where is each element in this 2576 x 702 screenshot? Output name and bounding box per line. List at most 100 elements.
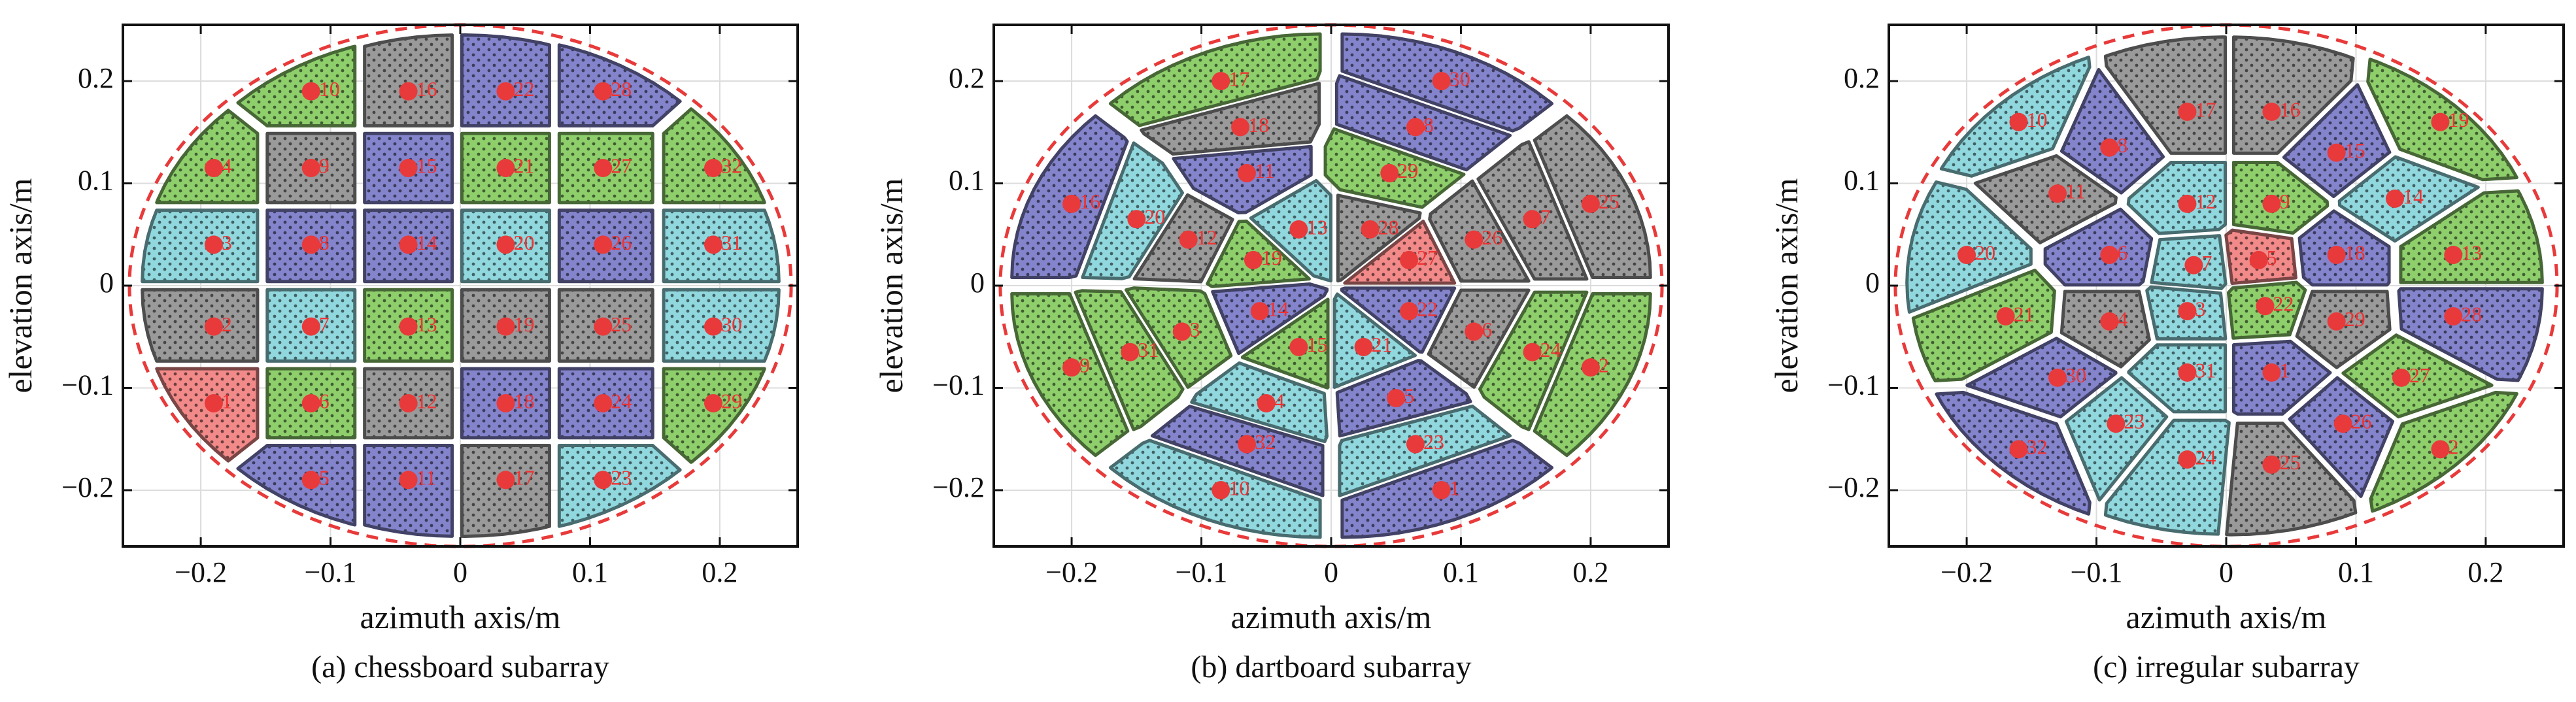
subarray-label: 11 (416, 466, 437, 490)
phase-center (2178, 450, 2197, 469)
caption: (a) chessboard subarray (311, 650, 609, 684)
subarray-label: 26 (611, 231, 632, 254)
subarray (2225, 421, 2358, 537)
phase-center (2048, 184, 2067, 203)
subarray (2064, 376, 2169, 502)
subarray-label: 18 (1248, 113, 1269, 137)
phase-center (1179, 230, 1198, 249)
x-tick-label: 0.2 (2467, 556, 2503, 588)
phase-center (2392, 368, 2411, 387)
phase-center (1361, 220, 1380, 239)
phase-center (204, 159, 223, 178)
subarray-label: 25 (1599, 190, 1619, 213)
phase-center (496, 235, 515, 254)
y-tick-label: −0.1 (932, 369, 985, 401)
x-tick-label: −0.1 (305, 556, 357, 588)
phase-center (1172, 322, 1191, 341)
y-tick-label: −0.1 (61, 369, 114, 401)
phase-center (2256, 297, 2275, 316)
caption: (b) dartboard subarray (1191, 650, 1471, 684)
phase-center (301, 317, 320, 336)
x-tick-label: −0.2 (175, 556, 227, 588)
subarray-label: 15 (416, 154, 437, 177)
phase-center (1957, 246, 1976, 265)
subarray (1140, 82, 1321, 156)
phase-center (2262, 194, 2281, 213)
y-tick-label: 0.2 (78, 62, 114, 94)
phase-center (2184, 256, 2203, 275)
subarray-label: 32 (1255, 430, 1276, 454)
subarray-label: 9 (2279, 190, 2290, 213)
subarray-label: 14 (416, 231, 437, 254)
subarray (141, 209, 260, 284)
subarray-label: 18 (2345, 241, 2365, 264)
subarray (2297, 209, 2391, 287)
subarray-label: 25 (611, 312, 632, 336)
phase-center (399, 317, 418, 336)
subarray-label: 14 (1268, 297, 1289, 320)
phase-center (2100, 312, 2119, 331)
subarray (2399, 189, 2544, 284)
subarray-label: 8 (1423, 113, 1434, 137)
phase-center (1212, 480, 1230, 499)
subarray-label: 23 (611, 466, 632, 490)
subarray-label: 6 (2117, 241, 2127, 264)
phase-center (301, 471, 320, 490)
phase-center (204, 393, 223, 412)
subarray-label: 21 (2014, 302, 2035, 326)
phase-center (2333, 414, 2352, 433)
subarray-label: 5 (319, 466, 330, 490)
subarray (1240, 297, 1330, 390)
phase-center (1062, 194, 1081, 213)
y-tick-label: −0.2 (61, 471, 114, 503)
subarray (1336, 193, 1422, 283)
phase-center (1250, 302, 1269, 321)
subarray-label: 1 (1449, 476, 1460, 499)
phase-center (1231, 118, 1250, 137)
subarray-label: 21 (513, 154, 534, 177)
phase-center (2444, 307, 2463, 326)
caption: (c) irregular subarray (2093, 650, 2360, 684)
phase-center (204, 317, 223, 336)
subarray-label: 1 (2279, 358, 2290, 382)
subarray (1973, 154, 2118, 244)
x-tick-label: 0.2 (1572, 556, 1608, 588)
phase-center (1289, 337, 1308, 356)
phase-center (594, 471, 613, 490)
phase-center (301, 235, 320, 254)
subarray-label: 4 (1274, 389, 1285, 412)
phase-center (2327, 246, 2346, 265)
subarray (155, 109, 260, 205)
subarray-label: 17 (513, 466, 534, 490)
phase-center (1127, 210, 1146, 229)
subarray (1965, 337, 2118, 419)
subarray-label: 2 (222, 312, 232, 336)
phase-center (1996, 307, 2015, 326)
subarray-label: 17 (2195, 97, 2216, 121)
phase-center (594, 235, 613, 254)
subarray-label: 5 (1404, 384, 1414, 407)
subarray-label: 5 (2267, 246, 2277, 269)
subarray (1340, 286, 1457, 354)
phase-center (1523, 210, 1542, 229)
phase-center (1244, 250, 1263, 269)
phase-center (2048, 368, 2067, 387)
subarray-label: 27 (2409, 363, 2430, 387)
subarray-label: 22 (1417, 297, 1438, 320)
phase-center (1400, 302, 1419, 321)
subarray (460, 33, 551, 128)
phase-center (1432, 480, 1451, 499)
subarray-label: 14 (2403, 184, 2424, 208)
phase-center (1465, 322, 1483, 341)
phase-center (204, 235, 223, 254)
x-tick-label: 0.1 (1443, 556, 1479, 588)
phase-center (496, 82, 515, 101)
subarray-label: 29 (1397, 159, 1418, 182)
subarray-label: 15 (2345, 139, 2365, 162)
subarray (2231, 160, 2330, 235)
x-tick-label: −0.1 (1176, 556, 1228, 588)
subarray-label: 11 (2065, 180, 2086, 203)
subarray-label: 3 (222, 231, 232, 254)
subarray (363, 33, 454, 128)
x-tick-label: 0 (1324, 556, 1338, 588)
